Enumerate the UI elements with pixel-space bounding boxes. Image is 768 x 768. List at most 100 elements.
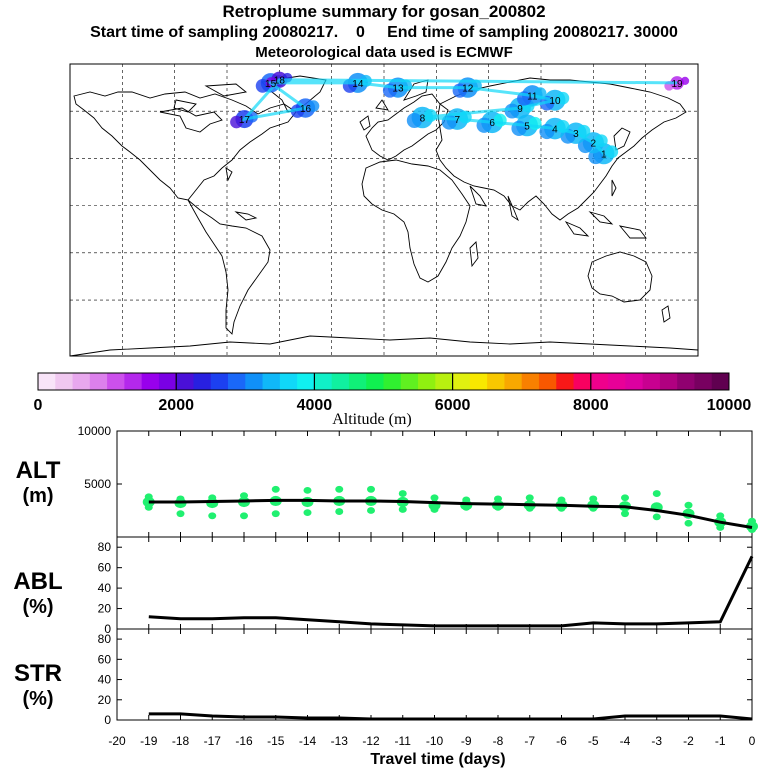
colorbar-swatch [400, 373, 419, 390]
plume-day-label: 9 [517, 104, 523, 115]
y-tick-label: 0 [104, 622, 111, 636]
x-tick-label: -16 [235, 734, 253, 748]
colorbar-swatch [72, 373, 91, 390]
plume-day-label: 8 [420, 114, 426, 125]
colorbar-swatch [659, 373, 678, 390]
abl-line [148, 555, 754, 628]
colorbar-swatch [38, 373, 56, 390]
colorbar-swatch [314, 373, 333, 390]
colorbar-swatch [590, 373, 609, 390]
str-line [148, 712, 753, 721]
y-tick-label: 0 [104, 713, 111, 727]
colorbar-swatch [452, 373, 471, 390]
plume-day-label: 16 [300, 104, 312, 115]
colorbar-tick-label: 6000 [435, 397, 471, 414]
retroplume-trajectory [230, 71, 690, 165]
colorbar-swatch [521, 373, 540, 390]
plume-blob [605, 145, 619, 159]
plume-day-label: 5 [524, 121, 530, 132]
x-tick-label: -13 [331, 734, 349, 748]
x-tick-label: -7 [524, 734, 535, 748]
altitude-cluster-point [303, 509, 312, 517]
colorbar-swatch [642, 373, 661, 390]
colorbar-swatch [89, 373, 108, 390]
x-axis-label: Travel time (days) [370, 751, 505, 768]
altitude-cluster-point [652, 513, 661, 521]
colorbar-swatch [383, 373, 402, 390]
colorbar-swatch [573, 373, 592, 390]
plume-day-label: 7 [454, 115, 460, 126]
x-tick-label: -14 [299, 734, 317, 748]
plume-day-label: 17 [239, 115, 251, 126]
colorbar-swatch [176, 373, 194, 390]
altitude-cluster-point [398, 506, 407, 513]
altitude-cluster-point [652, 490, 661, 497]
colorbar-swatch [193, 373, 212, 390]
colorbar-swatch [556, 373, 574, 390]
altitude-cluster-point [621, 510, 629, 518]
colorbar-swatch [348, 373, 367, 390]
altitude-cluster-point [176, 510, 185, 518]
colorbar-swatch [625, 373, 644, 390]
altitude-cluster-point [525, 494, 534, 502]
plume-path [240, 78, 678, 155]
x-tick-label: -12 [362, 734, 380, 748]
y-tick-label: 5000 [84, 477, 111, 491]
altitude-cluster-point [430, 506, 439, 513]
met-data-note: Meteorological data used is ECMWF [255, 44, 513, 61]
sampling-times: Start time of sampling 20080217. 0 End t… [0, 24, 768, 42]
altitude-cluster-point [716, 524, 725, 531]
altitude-cluster-point [335, 485, 344, 493]
x-tick-label: -11 [395, 734, 412, 748]
colorbar-swatch [418, 373, 436, 390]
colorbar-tick-label: 2000 [158, 397, 194, 414]
panel-label: ABL [13, 568, 62, 595]
panel-label: ALT [16, 457, 61, 484]
altitude-cluster-point [240, 512, 248, 520]
x-tick-label: -3 [651, 734, 662, 748]
plume-day-label: 3 [573, 129, 579, 140]
x-tick-label: -17 [204, 734, 222, 748]
x-tick-label: 0 [749, 734, 756, 748]
plume-blob [406, 112, 422, 129]
x-tick-label: -1 [715, 734, 726, 748]
colorbar-swatch [538, 373, 557, 390]
colorbar-swatch [469, 373, 488, 390]
x-tick-label: -8 [493, 734, 504, 748]
plume-day-label: 12 [462, 84, 474, 95]
colorbar-label: Altitude (m) [332, 411, 412, 428]
x-tick-label: -4 [620, 734, 631, 748]
plume-blob [230, 115, 243, 129]
x-tick-label: -18 [172, 734, 190, 748]
y-tick-label: 60 [98, 652, 112, 666]
altitude-cluster-point [208, 512, 217, 520]
colorbar-tick-label: 4000 [297, 397, 333, 414]
colorbar-swatch [107, 373, 125, 390]
y-tick-label: 80 [98, 540, 112, 554]
altitude-cluster-point [367, 485, 375, 493]
colorbar-swatch [331, 373, 350, 390]
altitude-cluster-point [142, 496, 155, 508]
y-tick-label: 10000 [78, 424, 112, 438]
y-tick-label: 20 [98, 602, 112, 616]
colorbar-frame [37, 372, 730, 391]
colorbar-swatch [141, 373, 160, 390]
plume-blob [680, 76, 690, 85]
altitude-cluster-point [367, 507, 375, 514]
plume-day-label: 14 [352, 79, 364, 90]
colorbar-swatch [608, 373, 626, 390]
colorbar-swatch [245, 373, 263, 390]
colorbar-swatch [487, 373, 505, 390]
sampling-end: End time of sampling 20080217. 30000 [387, 24, 678, 41]
altitude-cluster-point [525, 504, 534, 512]
x-tick-label: -20 [108, 734, 126, 748]
plume-day-label: 2 [591, 139, 597, 150]
altitude-cluster-point [271, 485, 280, 493]
panel-unit: (%) [22, 596, 53, 618]
panel-abl: ABL(%) 80 60 40 20 0 [13, 536, 754, 636]
plume-day-label: 1 [601, 150, 607, 161]
panel-alt: ALT(m) 10000 5000 [16, 424, 758, 538]
colorbar-swatch [279, 373, 298, 390]
plume-blob [307, 100, 320, 112]
